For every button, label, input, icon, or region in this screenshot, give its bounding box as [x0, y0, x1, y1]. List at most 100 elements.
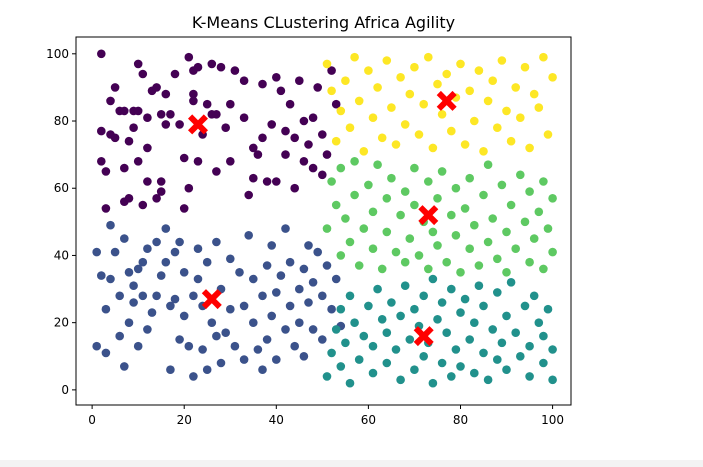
scatter-point — [184, 341, 194, 351]
scatter-point — [511, 328, 520, 338]
scatter-point — [474, 281, 484, 291]
scatter-point — [400, 257, 410, 267]
scatter-point — [152, 237, 161, 247]
scatter-point — [377, 133, 387, 143]
scatter-point — [239, 76, 249, 85]
scatter-point — [470, 318, 479, 328]
scatter-point — [364, 66, 373, 75]
scatter-point — [308, 113, 318, 122]
scatter-point — [281, 325, 290, 334]
scatter-point — [327, 304, 336, 314]
scatter-point — [272, 73, 281, 82]
scatter-point — [253, 150, 263, 159]
scatter-point — [101, 204, 111, 213]
scatter-point — [502, 106, 511, 116]
scatter-point — [239, 355, 249, 364]
scatter-point — [179, 153, 189, 163]
scatter-point — [170, 247, 180, 257]
scatter-point — [285, 99, 295, 109]
scatter-point — [97, 126, 106, 136]
scatter-point — [272, 177, 281, 186]
scatter-point — [359, 147, 369, 156]
scatter-point — [447, 210, 456, 220]
scatter-point — [345, 378, 355, 388]
scatter-point — [202, 99, 212, 109]
scatter-point — [488, 325, 498, 334]
scatter-point — [133, 341, 143, 351]
scatter-point — [184, 52, 194, 62]
scatter-point — [295, 318, 304, 328]
scatter-point — [170, 294, 180, 304]
scatter-point — [152, 291, 161, 301]
scatter-point — [474, 66, 484, 75]
scatter-point — [493, 123, 502, 132]
scatter-point — [308, 163, 318, 173]
scatter-point — [419, 291, 429, 301]
scatter-point — [368, 341, 378, 351]
scatter-point — [276, 86, 286, 96]
scatter-point — [400, 187, 410, 196]
scatter-point — [272, 355, 281, 364]
scatter-point — [120, 362, 129, 371]
scatter-point — [529, 89, 539, 99]
scatter-point — [460, 140, 470, 149]
scatter-point — [249, 143, 258, 153]
scatter-point — [304, 140, 313, 149]
scatter-point — [327, 86, 336, 96]
scatter-point — [184, 183, 194, 193]
scatter-point — [318, 291, 327, 301]
scatter-point — [465, 335, 475, 344]
scatter-point — [267, 120, 277, 129]
scatter-point — [230, 341, 240, 351]
scatter-point — [281, 150, 290, 159]
scatter-point — [235, 268, 244, 277]
scatter-point — [354, 261, 364, 270]
scatter-point — [442, 328, 452, 338]
scatter-point — [442, 257, 452, 267]
bottom-strip — [0, 460, 703, 467]
scatter-point — [433, 315, 442, 324]
x-tick-label: 100 — [541, 413, 564, 427]
scatter-point — [377, 315, 387, 324]
scatter-point — [267, 311, 277, 321]
scatter-point — [262, 261, 272, 270]
centroid-marker — [436, 90, 457, 111]
scatter-point — [387, 103, 396, 112]
scatter-point — [189, 372, 198, 381]
scatter-point — [529, 234, 539, 243]
scatter-point — [249, 173, 258, 183]
scatter-point — [391, 345, 401, 354]
scatter-point — [179, 311, 189, 321]
scatter-point — [143, 244, 152, 253]
scatter-point — [483, 96, 493, 106]
scatter-point — [493, 355, 502, 364]
scatter-point — [166, 365, 175, 375]
scatter-point — [428, 274, 438, 284]
scatter-point — [152, 83, 161, 92]
scatter-point — [299, 352, 309, 361]
scatter-point — [350, 190, 359, 200]
scatter-point — [437, 167, 447, 176]
scatter-point — [262, 177, 272, 186]
scatter-point — [239, 113, 249, 122]
scatter-point — [479, 147, 488, 156]
scatter-point — [322, 261, 332, 270]
scatter-point — [212, 167, 221, 176]
scatter-point — [396, 73, 405, 82]
scatter-point — [424, 264, 433, 274]
scatter-point — [543, 130, 553, 139]
scatter-point — [437, 298, 447, 307]
centroid-markers — [188, 90, 457, 347]
centroid-marker — [188, 114, 208, 135]
scatter-point — [285, 257, 295, 267]
scatter-point — [520, 62, 530, 72]
scatter-point — [442, 69, 452, 79]
scatter-point — [166, 301, 175, 311]
scatter-point — [249, 274, 258, 284]
scatter-point — [143, 177, 152, 186]
scatter-point — [101, 304, 111, 314]
scatter-point — [520, 217, 530, 227]
scatter-point — [460, 294, 470, 304]
scatter-point — [110, 133, 120, 143]
scatter-point — [405, 89, 415, 99]
